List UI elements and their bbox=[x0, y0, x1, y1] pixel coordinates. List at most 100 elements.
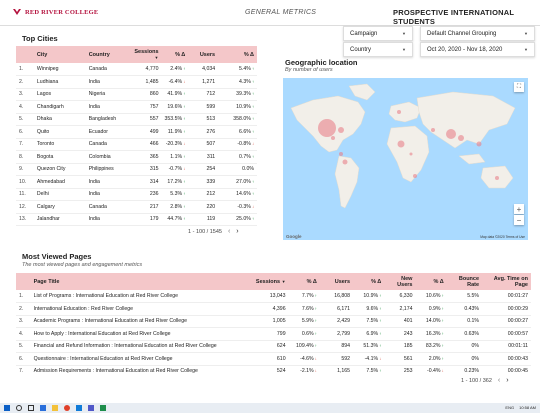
country-filter[interactable]: Country ▼ bbox=[343, 42, 413, 57]
arrow-up-icon: ↑ bbox=[378, 368, 382, 374]
sessions-delta-cell-value: 109.4% bbox=[296, 343, 314, 350]
users-delta-cell: -0.8% ↓ bbox=[218, 138, 257, 151]
users-delta-cell-value: 6.6% bbox=[239, 128, 251, 135]
table-row[interactable]: 7. Admission Requirements : International… bbox=[16, 365, 531, 376]
row-index: 9. bbox=[16, 163, 34, 176]
table-row[interactable]: 5. Dhaka Bangladesh 557 353.5% ↑ 513 358.0% ↑ bbox=[16, 113, 257, 126]
sessions-delta-cell-value: -6.4% bbox=[168, 78, 183, 85]
teams-icon[interactable] bbox=[88, 405, 94, 411]
search-icon[interactable] bbox=[16, 405, 22, 411]
column-header-users[interactable]: Users bbox=[319, 273, 354, 290]
users-cell: 119 bbox=[188, 213, 219, 226]
language-indicator[interactable]: ENG bbox=[505, 405, 515, 410]
map-attribution[interactable]: Map data ©2020 Terms of Use bbox=[480, 235, 525, 239]
top-cities-table: City Country Sessions ▼ % Δ Users % Δ 1.… bbox=[16, 46, 257, 229]
table-row[interactable]: 2. International Education : Red River Co… bbox=[16, 302, 531, 316]
table-row[interactable]: 2. Ludhiana India 1,485 -6.4% ↓ 1,271 4.3% ↑ bbox=[16, 75, 257, 89]
pages-title: Most Viewed Pages bbox=[22, 252, 92, 261]
edge-icon[interactable] bbox=[40, 405, 46, 411]
sessions-delta-cell: 2.4% ↑ bbox=[161, 63, 189, 76]
table-row[interactable]: 11. Delhi India 236 5.3% ↑ 212 14.6% ↑ bbox=[16, 188, 257, 201]
task-view-icon[interactable] bbox=[28, 405, 34, 411]
sessions-cell-value: 315 bbox=[149, 166, 159, 173]
sessions-delta-cell-value: 5.3% bbox=[170, 191, 183, 198]
table-row[interactable]: 10. Ahmedabad India 314 17.2% ↑ 339 27.0% ↑ bbox=[16, 175, 257, 189]
table-row[interactable]: 1. List of Programs : International Educa… bbox=[16, 290, 531, 303]
users-cell-value: 119 bbox=[206, 216, 216, 223]
sessions-cell: 524 bbox=[249, 365, 289, 376]
campaign-filter[interactable]: Campaign ▼ bbox=[343, 26, 413, 41]
page-title-cell: Academic Programs : International Educat… bbox=[30, 315, 250, 328]
windows-start-icon[interactable] bbox=[4, 405, 10, 411]
column-header-bounce-rate[interactable]: Bounce Rate bbox=[446, 273, 483, 290]
bounce-rate-cell: 0% bbox=[446, 352, 483, 366]
row-index: 4. bbox=[16, 100, 34, 114]
table-row[interactable]: 1. Winnipeg Canada 4,770 2.4% ↑ 4,034 5.4% ↑ bbox=[16, 63, 257, 76]
table-row[interactable]: 5. Financial and Refund Information : Int… bbox=[16, 340, 531, 353]
column-header-sessions[interactable]: Sessions ▼ bbox=[129, 46, 162, 63]
sessions-delta-cell-value: -20.3% bbox=[165, 141, 183, 148]
date-range-picker[interactable]: Oct 20, 2020 - Nov 18, 2020 ▼ bbox=[420, 42, 535, 57]
fullscreen-icon[interactable]: ⛶ bbox=[514, 82, 524, 92]
table-row[interactable]: 4. Chandigarh India 757 19.6% ↑ 599 10.9% ↑ bbox=[16, 100, 257, 114]
next-page-button[interactable]: › bbox=[506, 377, 509, 384]
column-header-users-delta[interactable]: % Δ bbox=[218, 46, 257, 63]
row-index-value: 10. bbox=[19, 178, 27, 185]
column-header-new-users-delta[interactable]: % Δ bbox=[415, 273, 447, 290]
column-header-country[interactable]: Country bbox=[85, 46, 130, 63]
table-row[interactable]: 7. Toronto Canada 466 -20.3% ↓ 507 -0.8% ↓ bbox=[16, 138, 257, 151]
prev-page-button[interactable]: ‹ bbox=[227, 228, 231, 235]
column-header-users-delta[interactable]: % Δ bbox=[353, 273, 385, 290]
table-row[interactable]: 3. Lagos Nigeria 860 41.9% ↑ 712 39.3% ↑ bbox=[16, 88, 257, 101]
excel-icon[interactable] bbox=[100, 405, 106, 411]
table-row[interactable]: 8. Bogota Colombia 365 1.1% ↑ 311 0.7% ↑ bbox=[16, 150, 257, 164]
next-page-button[interactable]: › bbox=[236, 228, 239, 235]
table-row[interactable]: 4. How to Apply : International Education… bbox=[16, 327, 531, 341]
row-index-value: 6. bbox=[19, 128, 24, 135]
table-row[interactable]: 6. Questionnaire : International Educatio… bbox=[16, 352, 531, 366]
geo-map[interactable]: ⛶ + − Google Map data ©2020 Terms of Use bbox=[283, 78, 528, 240]
zoom-in-button[interactable]: + bbox=[514, 204, 524, 214]
table-row[interactable]: 13. Jalandhar India 179 44.7% ↑ 119 25.0% ↑ bbox=[16, 213, 257, 226]
column-header-page-title[interactable]: Page Title bbox=[30, 273, 250, 290]
city-cell-value: Jalandhar bbox=[36, 216, 60, 223]
country-cell-value: Ecuador bbox=[88, 128, 109, 135]
arrow-up-icon: ↑ bbox=[250, 103, 254, 109]
column-header-city[interactable]: City bbox=[33, 46, 86, 63]
column-header-avg-time[interactable]: Avg. Time on Page bbox=[482, 273, 531, 290]
map-bubble bbox=[409, 152, 413, 156]
arrow-down-icon: ↓ bbox=[313, 355, 317, 361]
column-header-sessions-delta[interactable]: % Δ bbox=[161, 46, 189, 63]
users-cell: 4,034 bbox=[188, 63, 219, 76]
channel-filter[interactable]: Default Channel Grouping ▼ bbox=[420, 26, 535, 41]
row-index: 11. bbox=[16, 188, 34, 201]
zoom-out-button[interactable]: − bbox=[514, 215, 524, 225]
country-cell-value: Philippines bbox=[88, 166, 114, 173]
row-index: 4. bbox=[16, 327, 31, 341]
column-header-sessions[interactable]: Sessions ▼ bbox=[249, 273, 289, 290]
file-explorer-icon[interactable] bbox=[52, 405, 58, 411]
table-row[interactable]: 12. Calgary Canada 217 2.8% ↑ 220 -0.3% ↓ bbox=[16, 200, 257, 214]
table-row[interactable]: 9. Quezon City Philippines 315 -0.7% ↓ 254 0.0… bbox=[16, 163, 257, 176]
table-row[interactable]: 3. Academic Programs : International Educ… bbox=[16, 315, 531, 328]
city-cell: Delhi bbox=[33, 188, 86, 201]
clock[interactable]: 10:58 AM bbox=[519, 405, 536, 410]
city-cell: Dhaka bbox=[33, 113, 86, 126]
country-cell: Colombia bbox=[85, 150, 130, 164]
column-header-users[interactable]: Users bbox=[188, 46, 219, 63]
arrow-up-icon: ↑ bbox=[378, 293, 382, 298]
outlook-icon[interactable] bbox=[76, 405, 82, 411]
arrow-up-icon: ↑ bbox=[250, 191, 254, 197]
sessions-header-label: Sessions bbox=[134, 48, 159, 55]
column-header-new-users[interactable]: New Users bbox=[384, 273, 416, 290]
new-users-delta-cell-value: 10.6% bbox=[425, 293, 441, 299]
prev-page-button[interactable]: ‹ bbox=[497, 377, 501, 384]
users-delta-cell-value: 9.6% bbox=[366, 305, 379, 312]
arrow-up-icon: ↑ bbox=[182, 178, 186, 184]
column-header-sessions-delta[interactable]: % Δ bbox=[288, 273, 320, 290]
arrow-up-icon: ↑ bbox=[440, 305, 444, 311]
chrome-icon[interactable] bbox=[64, 405, 70, 411]
table-row[interactable]: 6. Quito Ecuador 499 11.9% ↑ 276 6.6% ↑ bbox=[16, 125, 257, 139]
users-cell: 2,799 bbox=[319, 327, 354, 341]
channel-filter-label: Default Channel Grouping bbox=[427, 30, 497, 37]
